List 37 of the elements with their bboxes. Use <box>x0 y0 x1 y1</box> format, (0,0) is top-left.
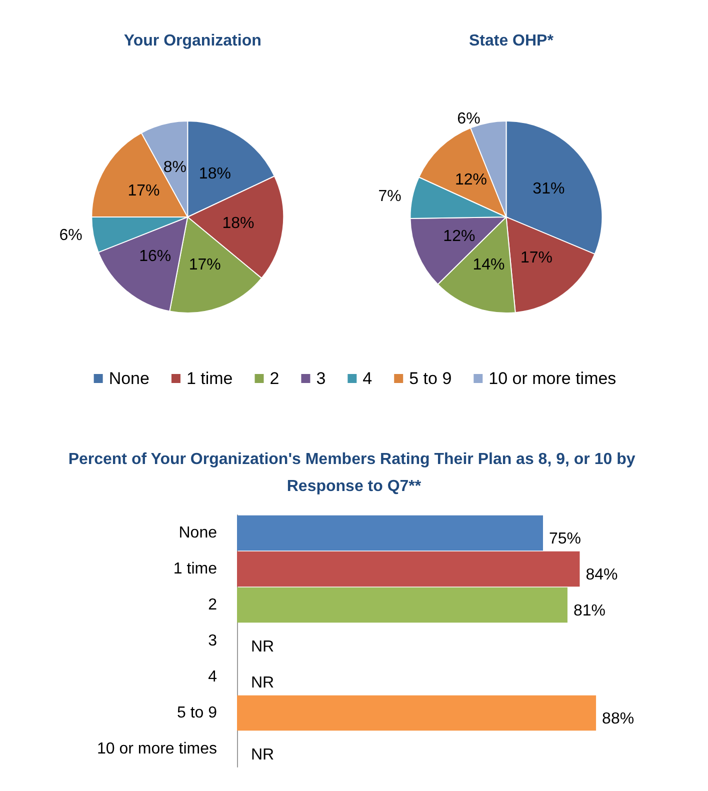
data-label: 75% <box>549 530 582 548</box>
data-label: 12% <box>443 228 476 246</box>
data-label: 17% <box>520 250 552 267</box>
data-label: 17% <box>128 182 160 200</box>
data-label: 12% <box>455 172 488 189</box>
data-label: 14% <box>472 256 505 274</box>
data-label: 16% <box>139 248 172 265</box>
legend-label: 3 <box>316 369 326 388</box>
text: NR <box>251 638 274 656</box>
legend-label: 10 or more times <box>488 369 616 388</box>
y-tick-label: 4 <box>208 668 218 686</box>
data-label: 31% <box>532 180 565 198</box>
y-tick-label: 1 time <box>173 560 218 578</box>
data-label: 81% <box>573 602 606 620</box>
data-label: 7% <box>378 188 402 206</box>
slice-label: Your Organization <box>124 32 262 50</box>
data-label: 8% <box>163 159 186 176</box>
data-label: 6% <box>457 110 480 128</box>
legend-label: 4 <box>362 369 372 388</box>
data-label: 88% <box>602 710 634 728</box>
y-tick-label: 10 or more times <box>96 740 217 758</box>
legend-label: 5 to 9 <box>409 369 452 388</box>
legend-label: 2 <box>270 369 280 388</box>
data-label: 84% <box>586 566 618 584</box>
y-tick-label: 2 <box>208 596 218 614</box>
y-tick-label: 3 <box>208 632 218 650</box>
data-label: 17% <box>188 256 221 274</box>
legend-label: None <box>108 369 150 388</box>
chart-title: Percent of Your Organization's Members Rating Their Plan as 8, 9, or 10 by Response to Q7** <box>68 451 640 495</box>
text: NR <box>251 674 274 692</box>
data-label: 18% <box>198 165 231 182</box>
slice-label: State OHP* <box>468 32 554 50</box>
y-tick-label: 5 to 9 <box>176 704 218 722</box>
text: NR <box>251 746 274 764</box>
data-label: 6% <box>59 227 82 244</box>
y-tick-label: None <box>178 524 218 542</box>
data-label: 18% <box>222 214 254 232</box>
